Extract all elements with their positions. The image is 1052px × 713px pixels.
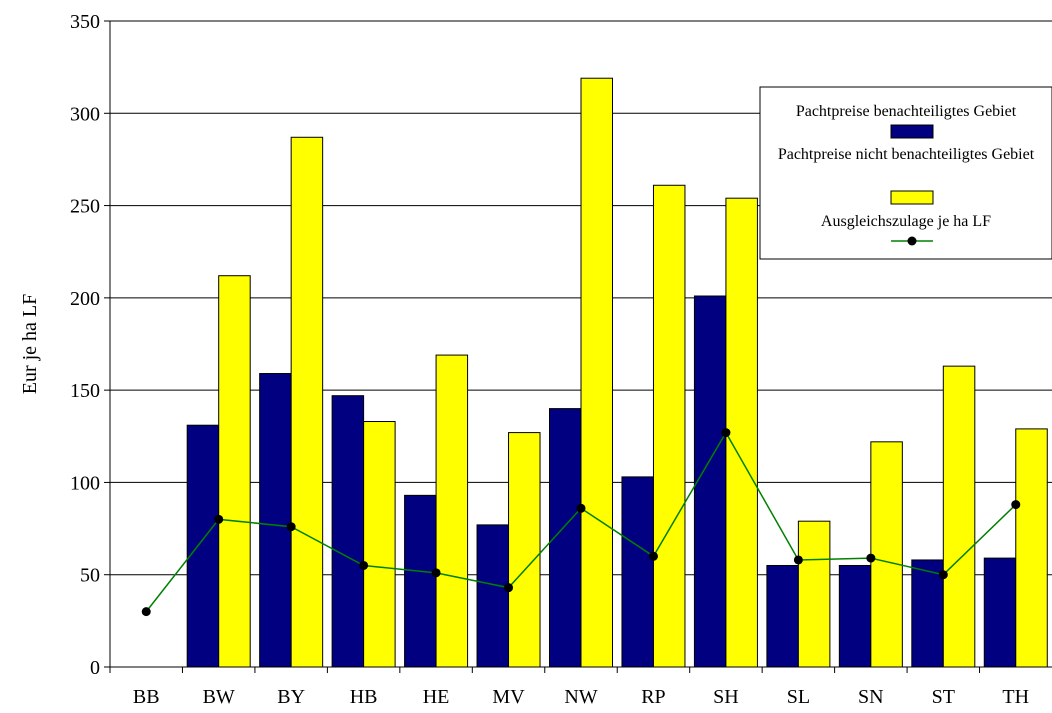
- point-rp: [648, 551, 658, 561]
- bar-he-series-2: [435, 354, 469, 668]
- bar-sn-series-2: [870, 441, 903, 668]
- x-tick-label-sl: SL: [787, 686, 810, 708]
- bar-st-series-1: [911, 559, 944, 668]
- bar-nw-series-2: [580, 77, 613, 668]
- point-st: [938, 570, 948, 580]
- bar-by-series-2: [290, 136, 324, 668]
- bar-he-series-1: [404, 494, 437, 668]
- x-tick-label-he: HE: [423, 686, 450, 708]
- point-sh: [721, 428, 731, 438]
- point-nw: [576, 503, 586, 513]
- legend-box: [759, 86, 1052, 260]
- legend-swatch-series-2: [890, 190, 934, 205]
- bar-by-series-1: [259, 373, 292, 668]
- x-tick-labels: BB BW BY HB HE MV NW RP SH SL SN ST TH: [133, 686, 1029, 708]
- legend-label-series-1: Pachtpreise benachteiligtes Gebiet: [796, 103, 1017, 120]
- legend: Pachtpreise benachteiligtes Gebiet Pacht…: [759, 86, 1052, 260]
- point-bw: [214, 514, 224, 524]
- y-tick-label: 50: [80, 565, 100, 587]
- bar-hb-series-1: [331, 395, 365, 668]
- x-tick-label-nw: NW: [564, 686, 597, 708]
- x-tick-label-hb: HB: [350, 686, 378, 708]
- x-tick-label-sh: SH: [713, 686, 739, 708]
- bar-th-series-1: [983, 557, 1017, 668]
- y-tick-label: 300: [70, 103, 100, 125]
- bars: [186, 77, 1048, 668]
- x-tick-label-rp: RP: [641, 686, 665, 708]
- point-he: [431, 568, 441, 578]
- line-series: [141, 428, 1021, 617]
- y-tick-label: 200: [70, 288, 100, 310]
- bar-sh-series-1: [693, 295, 727, 668]
- point-sl: [793, 555, 803, 565]
- bar-sl-series-1: [766, 564, 799, 668]
- bar-rp-series-1: [621, 476, 654, 668]
- x-tick-label-st: ST: [932, 686, 955, 708]
- bar-hb-series-2: [363, 421, 396, 668]
- y-tick-label: 250: [70, 196, 100, 218]
- bar-rp-series-2: [652, 184, 686, 668]
- y-tick-label: 0: [90, 657, 100, 679]
- x-tick-label-by: BY: [277, 686, 305, 708]
- point-by: [286, 522, 296, 532]
- x-tick-label-mv: MV: [492, 686, 525, 708]
- legend-swatch-series-1: [890, 124, 934, 139]
- y-tick-label: 350: [70, 11, 100, 33]
- x-tick-label-sn: SN: [858, 686, 884, 708]
- legend-label-series-2: Pachtpreise nicht benachteiligtes Gebiet: [777, 146, 1035, 163]
- bar-mv-series-1: [476, 524, 510, 668]
- y-axis-label: Eur je ha LF: [19, 294, 41, 395]
- bar-bw-series-2: [218, 275, 251, 668]
- bar-sh-series-2: [725, 197, 758, 668]
- bar-mv-series-2: [508, 432, 541, 668]
- bar-th-series-2: [1015, 428, 1048, 668]
- bar-st-series-2: [942, 365, 976, 668]
- point-sn: [866, 553, 876, 563]
- bar-sl-series-2: [797, 520, 831, 668]
- legend-marker-series-3: [907, 236, 917, 246]
- y-tick-labels: 0 50 100 150 200 250 300 350: [70, 11, 100, 679]
- y-tick-label: 100: [70, 472, 100, 494]
- axes: [104, 20, 1052, 673]
- x-tick-label-bb: BB: [133, 686, 160, 708]
- point-hb: [359, 560, 369, 570]
- point-th: [1011, 500, 1021, 510]
- point-mv: [504, 583, 514, 593]
- x-tick-label-bw: BW: [203, 686, 235, 708]
- y-tick-label: 150: [70, 380, 100, 402]
- x-tick-label-th: TH: [1002, 686, 1029, 708]
- legend-label-series-3: Ausgleichszulage je ha LF: [821, 213, 991, 230]
- bar-sn-series-1: [838, 564, 872, 668]
- point-bb: [141, 607, 151, 617]
- bar-bw-series-1: [186, 424, 220, 668]
